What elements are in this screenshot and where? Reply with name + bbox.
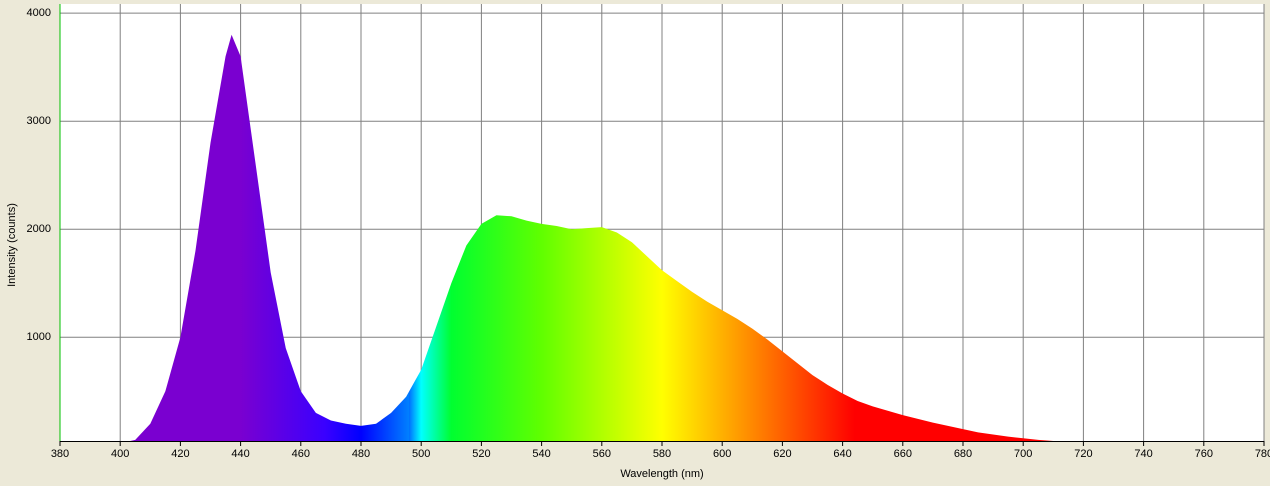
x-tick-label: 700 bbox=[1014, 448, 1032, 460]
y-tick-label: 4000 bbox=[27, 7, 51, 19]
x-tick-label: 540 bbox=[532, 448, 550, 460]
x-tick-label: 760 bbox=[1195, 448, 1213, 460]
x-axis-label: Wavelength (nm) bbox=[620, 468, 703, 480]
y-tick-label: 1000 bbox=[27, 331, 51, 343]
x-tick-label: 640 bbox=[833, 448, 851, 460]
x-tick-label: 680 bbox=[954, 448, 972, 460]
x-tick-label: 740 bbox=[1134, 448, 1152, 460]
x-tick-label: 380 bbox=[51, 448, 69, 460]
x-tick-label: 520 bbox=[472, 448, 490, 460]
x-tick-label: 780 bbox=[1255, 448, 1270, 460]
x-tick-label: 560 bbox=[593, 448, 611, 460]
y-tick-label: 3000 bbox=[27, 115, 51, 127]
x-tick-label: 600 bbox=[713, 448, 731, 460]
x-tick-label: 660 bbox=[894, 448, 912, 460]
x-tick-label: 480 bbox=[352, 448, 370, 460]
x-tick-label: 720 bbox=[1074, 448, 1092, 460]
x-tick-label: 460 bbox=[292, 448, 310, 460]
x-tick-label: 620 bbox=[773, 448, 791, 460]
x-tick-label: 440 bbox=[231, 448, 249, 460]
x-tick-label: 580 bbox=[653, 448, 671, 460]
spectrum-area bbox=[130, 34, 1054, 441]
y-axis-label: Intensity (counts) bbox=[6, 203, 18, 287]
x-tick-label: 400 bbox=[111, 448, 129, 460]
x-tick-label: 420 bbox=[171, 448, 189, 460]
y-tick-label: 2000 bbox=[27, 223, 51, 235]
x-tick-label: 500 bbox=[412, 448, 430, 460]
